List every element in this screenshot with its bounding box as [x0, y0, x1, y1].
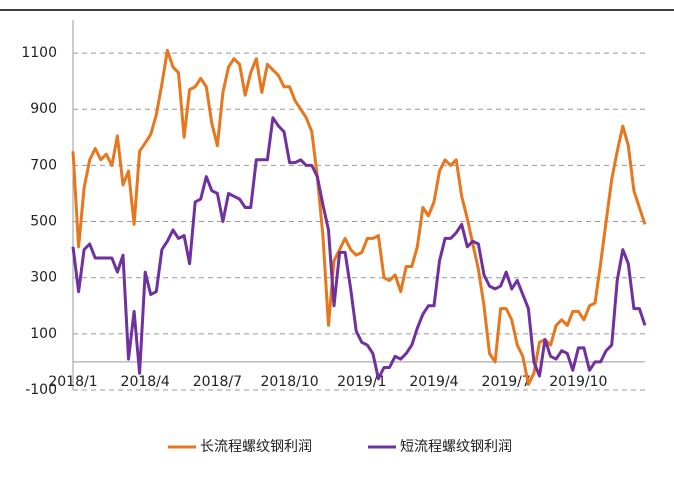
y-tick-label: 300	[30, 270, 57, 286]
x-tick-label: 2018/4	[121, 374, 170, 390]
x-tick-label: 2019/7	[482, 374, 531, 390]
x-tick-label: 2018/10	[260, 374, 318, 390]
x-tick-label: 2018/1	[48, 374, 97, 390]
y-tick-label: 100	[30, 326, 57, 342]
x-tick-label: 2019/1	[337, 374, 386, 390]
legend-label: 短流程螺纹钢利润	[400, 439, 512, 455]
series-line	[71, 48, 647, 386]
x-tick-label: 2019/10	[549, 374, 607, 390]
series-line	[71, 116, 647, 381]
y-tick-label: 1100	[21, 45, 57, 61]
y-tick-label: 700	[30, 157, 57, 173]
x-tick-label: 2018/7	[193, 374, 242, 390]
y-tick-label: 900	[30, 101, 57, 117]
legend-label: 长流程螺纹钢利润	[200, 439, 312, 455]
y-tick-label: -100	[25, 382, 57, 398]
x-tick-label: 2019/4	[409, 374, 458, 390]
y-tick-label: 500	[30, 214, 57, 230]
